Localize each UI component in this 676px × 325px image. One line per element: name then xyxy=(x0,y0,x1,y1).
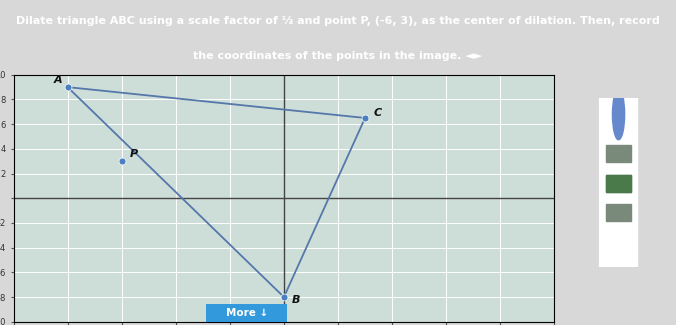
Bar xyxy=(606,204,631,221)
Text: A: A xyxy=(54,75,63,85)
FancyBboxPatch shape xyxy=(198,302,295,324)
FancyBboxPatch shape xyxy=(598,89,639,275)
Bar xyxy=(606,175,631,192)
Circle shape xyxy=(612,89,625,140)
Bar xyxy=(606,145,631,162)
Text: the coordinates of the points in the image. ◄►: the coordinates of the points in the ima… xyxy=(193,51,483,61)
Bar xyxy=(606,175,631,192)
Text: P: P xyxy=(130,150,138,160)
Text: C: C xyxy=(373,108,381,118)
Text: B: B xyxy=(292,295,301,305)
Text: Dilate triangle ABC using a scale factor of ⅓ and point P, (-6, 3), as the cente: Dilate triangle ABC using a scale factor… xyxy=(16,17,660,26)
Text: More ↓: More ↓ xyxy=(226,308,268,318)
